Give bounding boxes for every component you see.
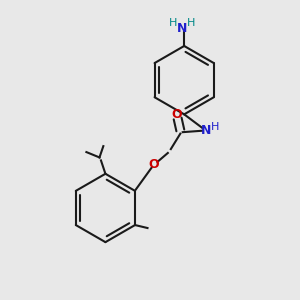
- Text: N: N: [201, 124, 212, 137]
- Text: H: H: [187, 18, 195, 28]
- Text: O: O: [171, 108, 182, 122]
- Text: N: N: [177, 22, 187, 35]
- Text: H: H: [169, 18, 178, 28]
- Text: H: H: [211, 122, 219, 132]
- Text: O: O: [148, 158, 159, 171]
